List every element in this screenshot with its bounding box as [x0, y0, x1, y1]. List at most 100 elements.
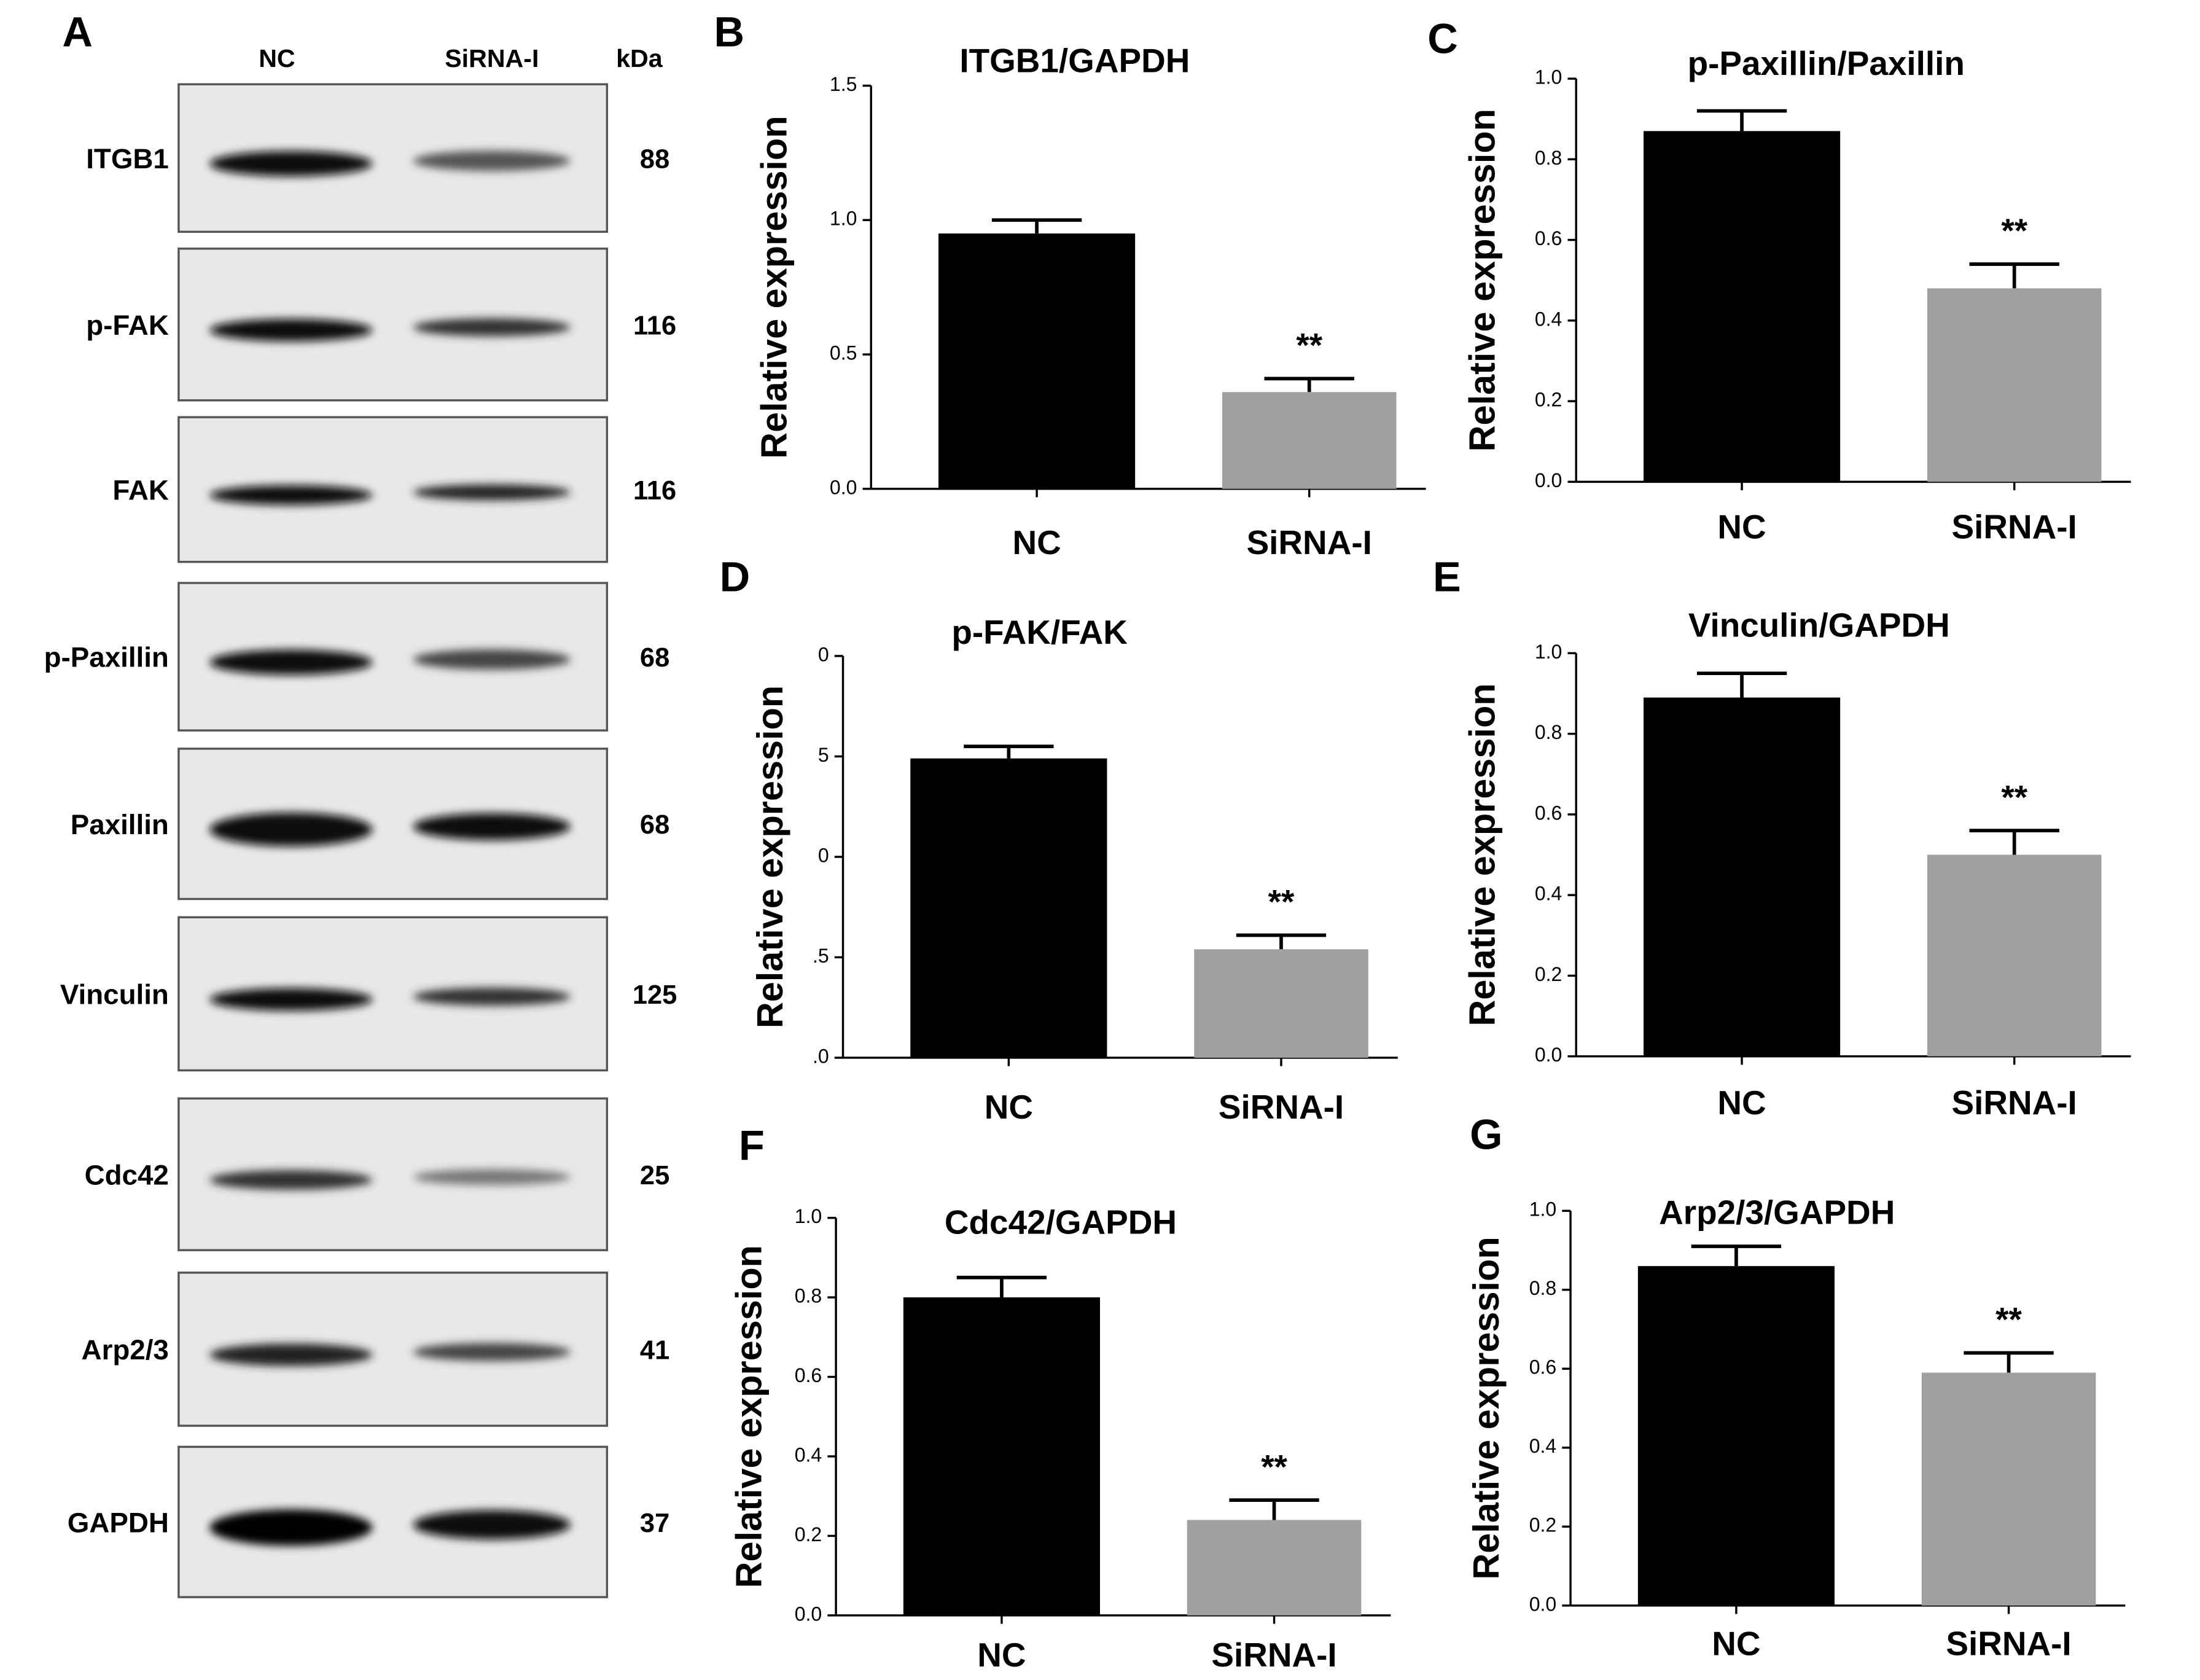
- y-tick-label: 5: [818, 744, 829, 766]
- protein-label: GAPDH: [68, 1507, 169, 1538]
- band: [413, 987, 571, 1006]
- bar: [1643, 697, 1841, 1057]
- significance: **: [1296, 326, 1322, 364]
- panel-letter: C: [1427, 15, 1458, 63]
- y-tick-label: 0.0: [1535, 1044, 1562, 1066]
- y-tick-label: 0.0: [1535, 469, 1562, 491]
- x-tick-label: NC: [985, 1088, 1033, 1126]
- y-tick-label: 1.0: [1529, 1198, 1556, 1221]
- chart-title: Vinculin/GAPDH: [1688, 606, 1950, 644]
- y-tick-label: 0.8: [795, 1285, 822, 1307]
- panel-letter: B: [714, 8, 745, 55]
- y-tick-label: 0.6: [795, 1364, 822, 1386]
- unit-label: kDa: [616, 44, 663, 72]
- band: [209, 988, 373, 1011]
- band: [209, 1343, 373, 1366]
- y-tick-label: 0.2: [1529, 1514, 1556, 1536]
- significance: **: [2001, 211, 2027, 249]
- band: [209, 1509, 373, 1546]
- panel-letter: G: [1470, 1111, 1502, 1158]
- chart-title: Cdc42/GAPDH: [945, 1203, 1177, 1241]
- x-tick-label: SiRNA-I: [1211, 1636, 1336, 1674]
- chart-title: p-FAK/FAK: [951, 613, 1128, 651]
- band: [209, 485, 373, 506]
- kda-label: 116: [633, 311, 676, 340]
- y-axis-label: Relative expression: [1461, 109, 1502, 451]
- y-tick-label: 0.2: [1535, 389, 1562, 411]
- y-axis-label: Relative expression: [754, 115, 795, 458]
- band: [413, 649, 571, 670]
- chart-title: ITGB1/GAPDH: [959, 41, 1190, 79]
- bar: [1222, 392, 1397, 489]
- kda-label: 68: [640, 643, 669, 673]
- y-tick-label: 1.0: [795, 1205, 822, 1227]
- significance: **: [1268, 883, 1295, 921]
- y-tick-label: 0.2: [1535, 963, 1562, 985]
- x-tick-label: SiRNA-I: [1946, 1625, 2071, 1663]
- panel-letter: D: [720, 553, 751, 601]
- band: [209, 1170, 373, 1190]
- lane-label: NC: [259, 44, 295, 72]
- kda-label: 88: [640, 144, 669, 174]
- significance: **: [1261, 1447, 1287, 1485]
- kda-label: 25: [640, 1161, 669, 1190]
- x-tick-label: SiRNA-I: [1219, 1088, 1344, 1126]
- bar: [938, 233, 1136, 489]
- bar: [1194, 949, 1368, 1058]
- y-tick-label: 0.0: [795, 1603, 822, 1625]
- bar: [1637, 1266, 1835, 1606]
- bar: [1927, 854, 2102, 1057]
- y-tick-label: 0.4: [795, 1444, 822, 1466]
- y-tick-label: 0: [818, 844, 829, 866]
- bar: [903, 1297, 1100, 1616]
- x-tick-label: NC: [1717, 508, 1766, 546]
- band: [209, 812, 373, 846]
- y-tick-label: 0.0: [1529, 1593, 1556, 1615]
- bar: [1921, 1372, 2096, 1606]
- y-tick-label: 0.4: [1529, 1435, 1556, 1457]
- band: [413, 484, 571, 501]
- protein-label: Cdc42: [85, 1159, 169, 1190]
- y-tick-label: 0.6: [1529, 1356, 1556, 1378]
- y-tick-label: .0: [813, 1045, 829, 1067]
- kda-label: 41: [640, 1336, 669, 1365]
- panel-letter: A: [62, 8, 93, 55]
- band: [413, 150, 571, 171]
- y-tick-label: 1.0: [1535, 641, 1562, 663]
- x-tick-label: NC: [1012, 523, 1061, 561]
- band: [413, 1510, 571, 1540]
- y-tick-label: 0.5: [830, 342, 857, 364]
- band: [413, 1169, 571, 1186]
- protein-label: p-FAK: [86, 310, 169, 341]
- protein-label: FAK: [112, 475, 168, 506]
- y-axis-label: Relative expression: [728, 1245, 770, 1588]
- bar: [1187, 1520, 1362, 1616]
- protein-label: Vinculin: [60, 979, 169, 1010]
- band: [209, 150, 373, 176]
- x-tick-label: NC: [1712, 1625, 1760, 1663]
- y-tick-label: .5: [813, 945, 829, 967]
- bar: [1643, 131, 1841, 482]
- y-tick-label: 0.8: [1535, 721, 1562, 743]
- kda-label: 68: [640, 810, 669, 840]
- band: [209, 649, 373, 675]
- kda-label: 116: [633, 476, 676, 506]
- y-tick-label: 0.6: [1535, 802, 1562, 824]
- x-tick-label: SiRNA-I: [1952, 1084, 2077, 1122]
- y-tick-label: 0.8: [1535, 147, 1562, 169]
- panel-letter: E: [1433, 553, 1461, 601]
- y-tick-label: 0.4: [1535, 308, 1562, 330]
- band: [413, 813, 571, 840]
- y-tick-label: 0.2: [795, 1523, 822, 1545]
- chart-title: Arp2/3/GAPDH: [1659, 1194, 1895, 1232]
- protein-label: ITGB1: [86, 143, 169, 174]
- y-axis-label: Relative expression: [1461, 683, 1502, 1026]
- lane-label: SiRNA-I: [445, 44, 539, 72]
- x-tick-label: NC: [1717, 1084, 1766, 1122]
- y-tick-label: 0: [818, 643, 829, 665]
- y-tick-label: 0.8: [1529, 1277, 1556, 1299]
- protein-label: Arp2/3: [82, 1334, 169, 1365]
- panel-letter: F: [739, 1122, 765, 1170]
- protein-label: p-Paxillin: [44, 642, 169, 673]
